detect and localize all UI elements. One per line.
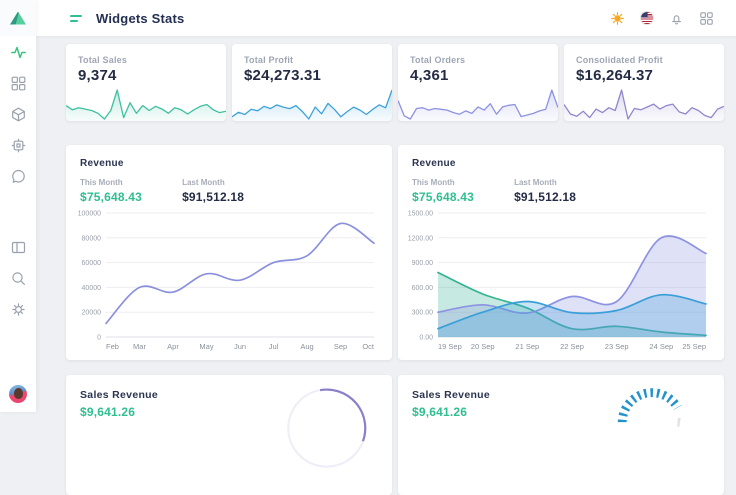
card-title: Revenue [412, 158, 456, 169]
revenue-summary: This Month $75,648.43 Last Month $91,512… [66, 169, 392, 204]
stat-value: 9,374 [78, 67, 117, 84]
svg-text:Oct: Oct [362, 342, 375, 351]
sparkline-chart [66, 87, 226, 121]
activity-icon[interactable] [10, 45, 26, 60]
stat-label: Total Sales [78, 55, 128, 65]
revenue-cards-row: Revenue This Month $75,648.43 Last Month… [66, 145, 724, 360]
card-title: Revenue [80, 158, 124, 169]
stat-cards-row: Total Sales 9,374 Total Profit $24,273.3… [66, 44, 724, 121]
menu-toggle-icon[interactable] [70, 14, 82, 22]
top-header: Widgets Stats [36, 0, 736, 36]
svg-text:25 Sep: 25 Sep [682, 342, 706, 351]
svg-text:1200.00: 1200.00 [408, 235, 433, 242]
svg-text:60000: 60000 [82, 260, 102, 267]
this-month-value: $75,648.43 [80, 190, 143, 204]
svg-text:22 Sep: 22 Sep [560, 342, 584, 351]
svg-text:May: May [199, 342, 213, 351]
svg-text:24 Sep: 24 Sep [649, 342, 673, 351]
last-month-label: Last Month [514, 178, 557, 187]
cpu-icon[interactable] [11, 138, 26, 153]
svg-text:300.00: 300.00 [412, 310, 434, 317]
app-logo[interactable] [0, 0, 36, 36]
svg-text:1500.00: 1500.00 [408, 211, 433, 218]
dashboard-icon[interactable] [11, 76, 26, 91]
svg-text:Mar: Mar [133, 342, 146, 351]
sidebar-nav [10, 36, 26, 184]
svg-text:21 Sep: 21 Sep [515, 342, 539, 351]
svg-text:40000: 40000 [82, 285, 102, 292]
sales-revenue-row: Sales Revenue $9,641.26 Sales Revenue $9… [66, 375, 724, 495]
svg-text:100000: 100000 [78, 211, 101, 218]
last-month-label: Last Month [182, 178, 225, 187]
svg-text:Aug: Aug [300, 342, 313, 351]
revenue-summary: This Month $75,648.43 Last Month $91,512… [398, 169, 724, 204]
card-title: Sales Revenue [412, 389, 491, 401]
sidebar [0, 0, 36, 412]
svg-text:Apr: Apr [167, 342, 179, 351]
svg-text:900.00: 900.00 [412, 260, 434, 267]
svg-text:0: 0 [97, 335, 101, 342]
sun-icon[interactable] [610, 11, 625, 26]
box-icon[interactable] [11, 107, 26, 122]
this-month-value: $75,648.43 [412, 190, 475, 204]
svg-text:Sep: Sep [334, 342, 347, 351]
revenue-card-daily: Revenue This Month $75,648.43 Last Month… [398, 145, 724, 360]
svg-text:23 Sep: 23 Sep [605, 342, 629, 351]
stat-card-consolidated-profit[interactable]: Consolidated Profit $16,264.37 [564, 44, 724, 121]
svg-text:600.00: 600.00 [412, 285, 434, 292]
stat-label: Total Profit [244, 55, 294, 65]
user-avatar[interactable] [9, 385, 27, 403]
stat-card-total-orders[interactable]: Total Orders 4,361 [398, 44, 558, 121]
sales-revenue-value: $9,641.26 [80, 405, 136, 419]
stat-card-total-sales[interactable]: Total Sales 9,374 [66, 44, 226, 121]
sales-revenue-card-left: Sales Revenue $9,641.26 [66, 375, 392, 495]
layout-icon[interactable] [11, 240, 26, 255]
sidebar-bottom-nav [9, 240, 27, 412]
sparkline-chart [398, 87, 558, 121]
us-flag-icon[interactable] [640, 11, 654, 25]
revenue-card-monthly: Revenue This Month $75,648.43 Last Month… [66, 145, 392, 360]
main-content: Total Sales 9,374 Total Profit $24,273.3… [36, 36, 736, 495]
sales-revenue-card-right: Sales Revenue $9,641.26 [398, 375, 724, 495]
svg-text:Jul: Jul [269, 342, 279, 351]
last-month-value: $91,512.18 [514, 190, 577, 204]
header-actions [610, 11, 714, 26]
svg-text:Jun: Jun [234, 342, 246, 351]
revenue-daily-area-chart: 0.00 300.00 600.00 900.00 1200.00 1500.00 19 S… [404, 207, 714, 353]
stat-label: Consolidated Profit [576, 55, 663, 65]
last-month-block: Last Month $91,512.18 [182, 178, 244, 204]
page-title: Widgets Stats [96, 10, 185, 26]
logo-triangle-icon [10, 11, 26, 25]
svg-text:0.00: 0.00 [419, 335, 433, 342]
sparkline-chart [232, 87, 392, 121]
card-title: Sales Revenue [80, 389, 159, 401]
revenue-monthly-line-chart: 0 20000 40000 60000 80000 100000 Feb Mar Apr May J… [72, 207, 382, 353]
last-month-block: Last Month $91,512.18 [514, 178, 576, 204]
svg-text:Feb: Feb [106, 342, 119, 351]
sales-revenue-value: $9,641.26 [412, 405, 468, 419]
apps-grid-icon[interactable] [699, 11, 714, 26]
last-month-value: $91,512.18 [182, 190, 245, 204]
this-month-label: This Month [412, 178, 455, 187]
settings-gear-icon[interactable] [11, 302, 26, 317]
this-month-label: This Month [80, 178, 123, 187]
sparkline-chart [564, 87, 724, 121]
bell-icon[interactable] [669, 11, 684, 26]
svg-text:20 Sep: 20 Sep [471, 342, 495, 351]
svg-text:20000: 20000 [82, 310, 102, 317]
search-icon[interactable] [11, 271, 26, 286]
this-month-block: This Month $75,648.43 [412, 178, 474, 204]
svg-text:80000: 80000 [82, 235, 102, 242]
chat-icon[interactable] [11, 169, 26, 184]
svg-text:19 Sep: 19 Sep [438, 342, 462, 351]
stat-value: $24,273.31 [244, 67, 322, 84]
stat-value: 4,361 [410, 67, 449, 84]
stat-value: $16,264.37 [576, 67, 654, 84]
stat-label: Total Orders [410, 55, 466, 65]
stat-card-total-profit[interactable]: Total Profit $24,273.31 [232, 44, 392, 121]
this-month-block: This Month $75,648.43 [80, 178, 142, 204]
